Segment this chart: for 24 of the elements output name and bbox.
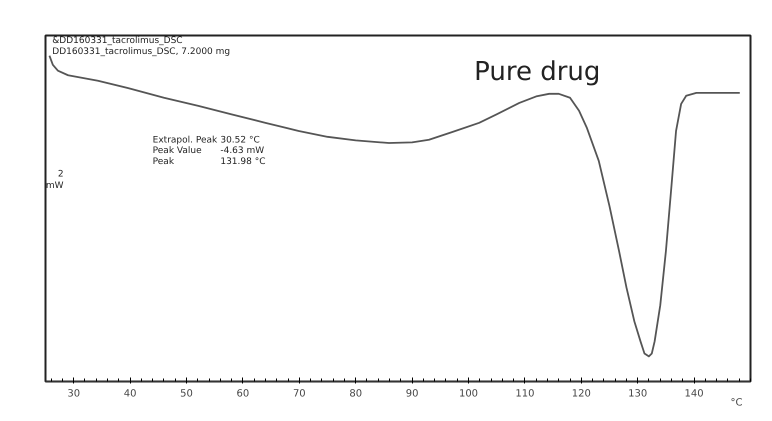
x-tick-label: 90 — [406, 388, 418, 400]
x-tick-label: 80 — [349, 388, 362, 400]
annotation: Extrapol. Peak — [152, 135, 218, 146]
text: &DD160331_tacrolimus_DSC — [52, 36, 183, 46]
x-tick-label: 40 — [124, 388, 136, 400]
x-tick-label: 140 — [684, 388, 704, 400]
x-tick-label: 30 — [67, 388, 80, 400]
x-tick-label: 120 — [572, 388, 591, 400]
x-tick-label: 100 — [458, 388, 478, 400]
annotation: 131.98 °C — [220, 156, 266, 167]
annotation: 2 — [58, 169, 64, 180]
annotation: Peak — [152, 156, 175, 167]
x-tick-label: 50 — [180, 388, 193, 400]
annotation: 30.52 °C — [220, 135, 260, 146]
x-tick-label: 130 — [628, 388, 648, 400]
annotation: -4.63 mW — [220, 146, 264, 156]
x-tick-label: 70 — [292, 388, 306, 400]
x-tick-label: 60 — [236, 388, 250, 400]
x-tick-label: 110 — [515, 388, 534, 400]
annotation: Peak Value — [152, 146, 202, 156]
annotation: DD160331_tacrolimus_DSC, 7.2000 mg — [52, 46, 230, 57]
annotation: Pure drug — [474, 56, 600, 87]
annotation: mW — [46, 181, 64, 192]
x-axis-title: °C — [730, 398, 743, 408]
